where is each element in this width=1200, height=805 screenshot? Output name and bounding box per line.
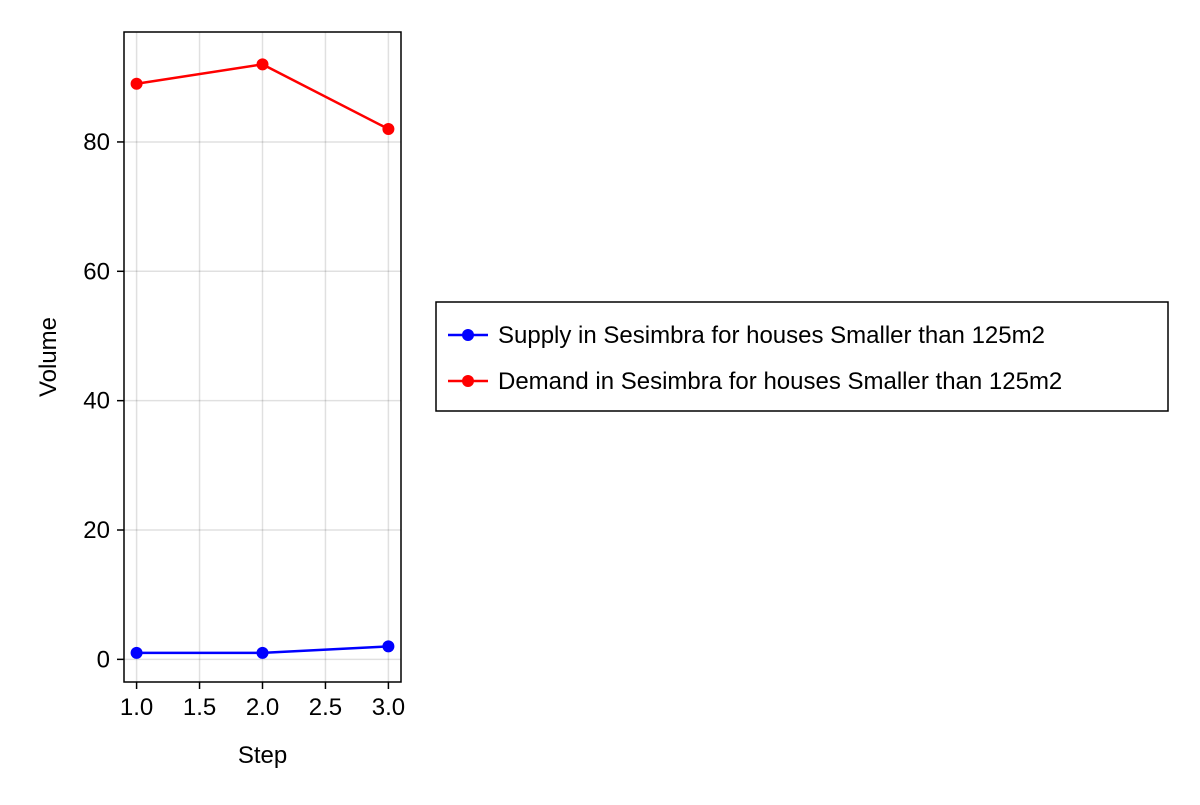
x-tick-label: 3.0 bbox=[372, 694, 405, 721]
x-tick-label: 2.0 bbox=[246, 694, 279, 721]
x-axis-label: Step bbox=[238, 742, 287, 769]
y-tick-label: 80 bbox=[83, 129, 110, 156]
series-2 bbox=[130, 58, 395, 136]
legend-item: Supply in Sesimbra for houses Smaller th… bbox=[448, 322, 1045, 349]
data-point bbox=[382, 123, 395, 136]
data-point bbox=[256, 646, 269, 659]
y-tick-label: 20 bbox=[83, 517, 110, 544]
data-point bbox=[256, 58, 269, 71]
x-tick-label: 2.5 bbox=[309, 694, 342, 721]
legend-swatch-marker bbox=[462, 329, 474, 341]
series-1 bbox=[130, 640, 395, 659]
grid bbox=[124, 32, 401, 682]
x-tick-label: 1.0 bbox=[120, 694, 153, 721]
y-axis-label: Volume bbox=[35, 317, 62, 397]
series-layer bbox=[130, 58, 395, 659]
y-tick-label: 60 bbox=[83, 258, 110, 285]
y-tick-label: 0 bbox=[97, 646, 110, 673]
legend-item: Demand in Sesimbra for houses Smaller th… bbox=[448, 368, 1062, 395]
y-tick-label: 40 bbox=[83, 388, 110, 415]
legend-label: Demand in Sesimbra for houses Smaller th… bbox=[498, 368, 1062, 395]
ticks: 1.0 1.5 2.0 2.5 3.0 0 20 40 60 80 bbox=[83, 129, 405, 721]
data-point bbox=[130, 77, 143, 90]
legend-box bbox=[435, 301, 1169, 412]
legend-label: Supply in Sesimbra for houses Smaller th… bbox=[498, 322, 1045, 349]
x-tick-label: 1.5 bbox=[183, 694, 216, 721]
data-point bbox=[382, 640, 395, 653]
legend-swatch-marker bbox=[462, 375, 474, 387]
legend: Supply in Sesimbra for houses Smaller th… bbox=[435, 301, 1169, 412]
data-point bbox=[130, 646, 143, 659]
